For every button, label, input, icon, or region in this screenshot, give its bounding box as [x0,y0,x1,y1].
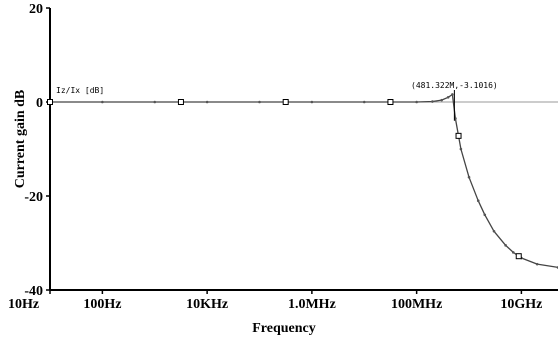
x-tick-label: 100MHz [391,297,442,312]
data-point [258,100,261,104]
x-tick-label: 10KHz [186,297,228,312]
data-point [362,100,366,104]
data-point [467,175,471,179]
series-marker [47,99,53,105]
series-marker [387,99,394,105]
data-point [101,100,104,104]
series-marker [282,99,289,105]
data-point [535,262,539,266]
data-point [476,199,480,202]
data-point [446,96,450,99]
y-tick-label: 0 [36,96,43,111]
series-marker [455,132,462,139]
x-tick-label: 10GHz [500,297,542,312]
y-axis-title: Current gain dB [13,90,28,189]
x-tick-label: 1.0MHz [288,297,336,312]
data-point [153,100,157,104]
x-axis-ticks: 10Hz 100Hz 10KHz 1.0MHz 100MHz 10GHz [8,290,542,312]
data-point [483,213,487,217]
series-group [48,93,558,269]
y-tick-label: 20 [29,2,43,17]
y-tick-label: -20 [24,190,43,205]
y-tick-label: -40 [24,284,43,299]
y-axis-ticks: 20 0 -20 -40 [24,2,50,299]
data-point [440,98,443,102]
data-point [492,229,496,233]
x-tick-label: 100Hz [83,297,121,312]
series-markers [47,99,522,260]
data-point [310,100,314,104]
data-point [504,244,507,247]
series-marker [515,253,522,260]
cursor-annotation: (481.322M,-3.1016) [411,81,498,90]
data-point [459,147,463,151]
data-point [511,251,515,254]
data-point [415,100,418,104]
x-axis-title: Frequency [252,321,316,336]
x-tick-label: 10Hz [8,297,39,312]
series-line [50,93,558,269]
legend-series-label: Iz/Ix [dB] [56,86,104,95]
series-marker [177,99,184,105]
data-point [431,100,434,103]
data-point [451,93,454,96]
data-point [205,100,209,104]
